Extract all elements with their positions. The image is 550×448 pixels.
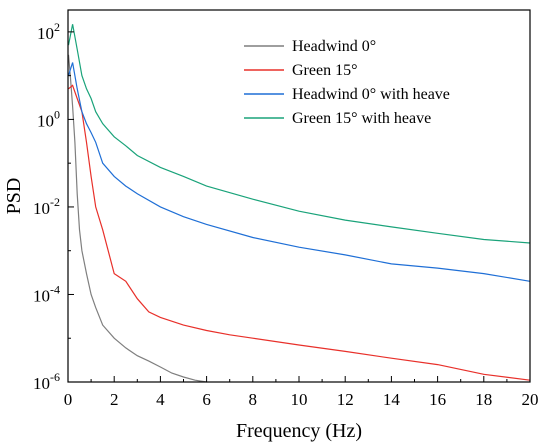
y-tick-label: 10-2 — [33, 195, 60, 218]
x-tick-label: 12 — [337, 390, 354, 409]
y-axis-title: PSD — [3, 178, 25, 215]
series-line-4 — [67, 24, 531, 244]
legend-label-3: Headwind 0° with heave — [292, 86, 450, 103]
legend-label-4: Green 15° with heave — [292, 110, 431, 127]
x-tick-label: 6 — [202, 390, 211, 409]
x-axis-title: Frequency (Hz) — [236, 420, 362, 442]
plot-area — [67, 24, 531, 383]
x-tick-label: 0 — [64, 390, 73, 409]
y-tick-label: 10-4 — [33, 282, 60, 305]
legend-label-1: Headwind 0° — [292, 38, 376, 55]
y-tick-label: 102 — [37, 20, 60, 43]
y-tick-label: 10-6 — [33, 370, 60, 393]
legend: Headwind 0° Green 15° Headwind 0° with hea… — [244, 38, 450, 127]
x-tick-label: 20 — [522, 390, 539, 409]
y-axis: 102 100 10-2 10-4 10-6 — [33, 20, 74, 393]
x-tick-label: 16 — [429, 390, 446, 409]
series-line-1 — [67, 54, 207, 383]
x-tick-label: 2 — [110, 390, 119, 409]
legend-label-2: Green 15° — [292, 62, 357, 79]
series-line-3 — [67, 62, 531, 282]
x-tick-label: 18 — [475, 390, 492, 409]
x-tick-label: 8 — [249, 390, 258, 409]
x-tick-label: 14 — [383, 390, 401, 409]
x-tick-label: 10 — [291, 390, 308, 409]
x-axis: 0 2 4 6 8 10 12 14 16 18 20 — [64, 376, 539, 409]
y-tick-label: 100 — [37, 107, 60, 130]
series-line-2 — [68, 84, 531, 381]
plot-frame — [67, 9, 531, 383]
x-tick-label: 4 — [156, 390, 165, 409]
